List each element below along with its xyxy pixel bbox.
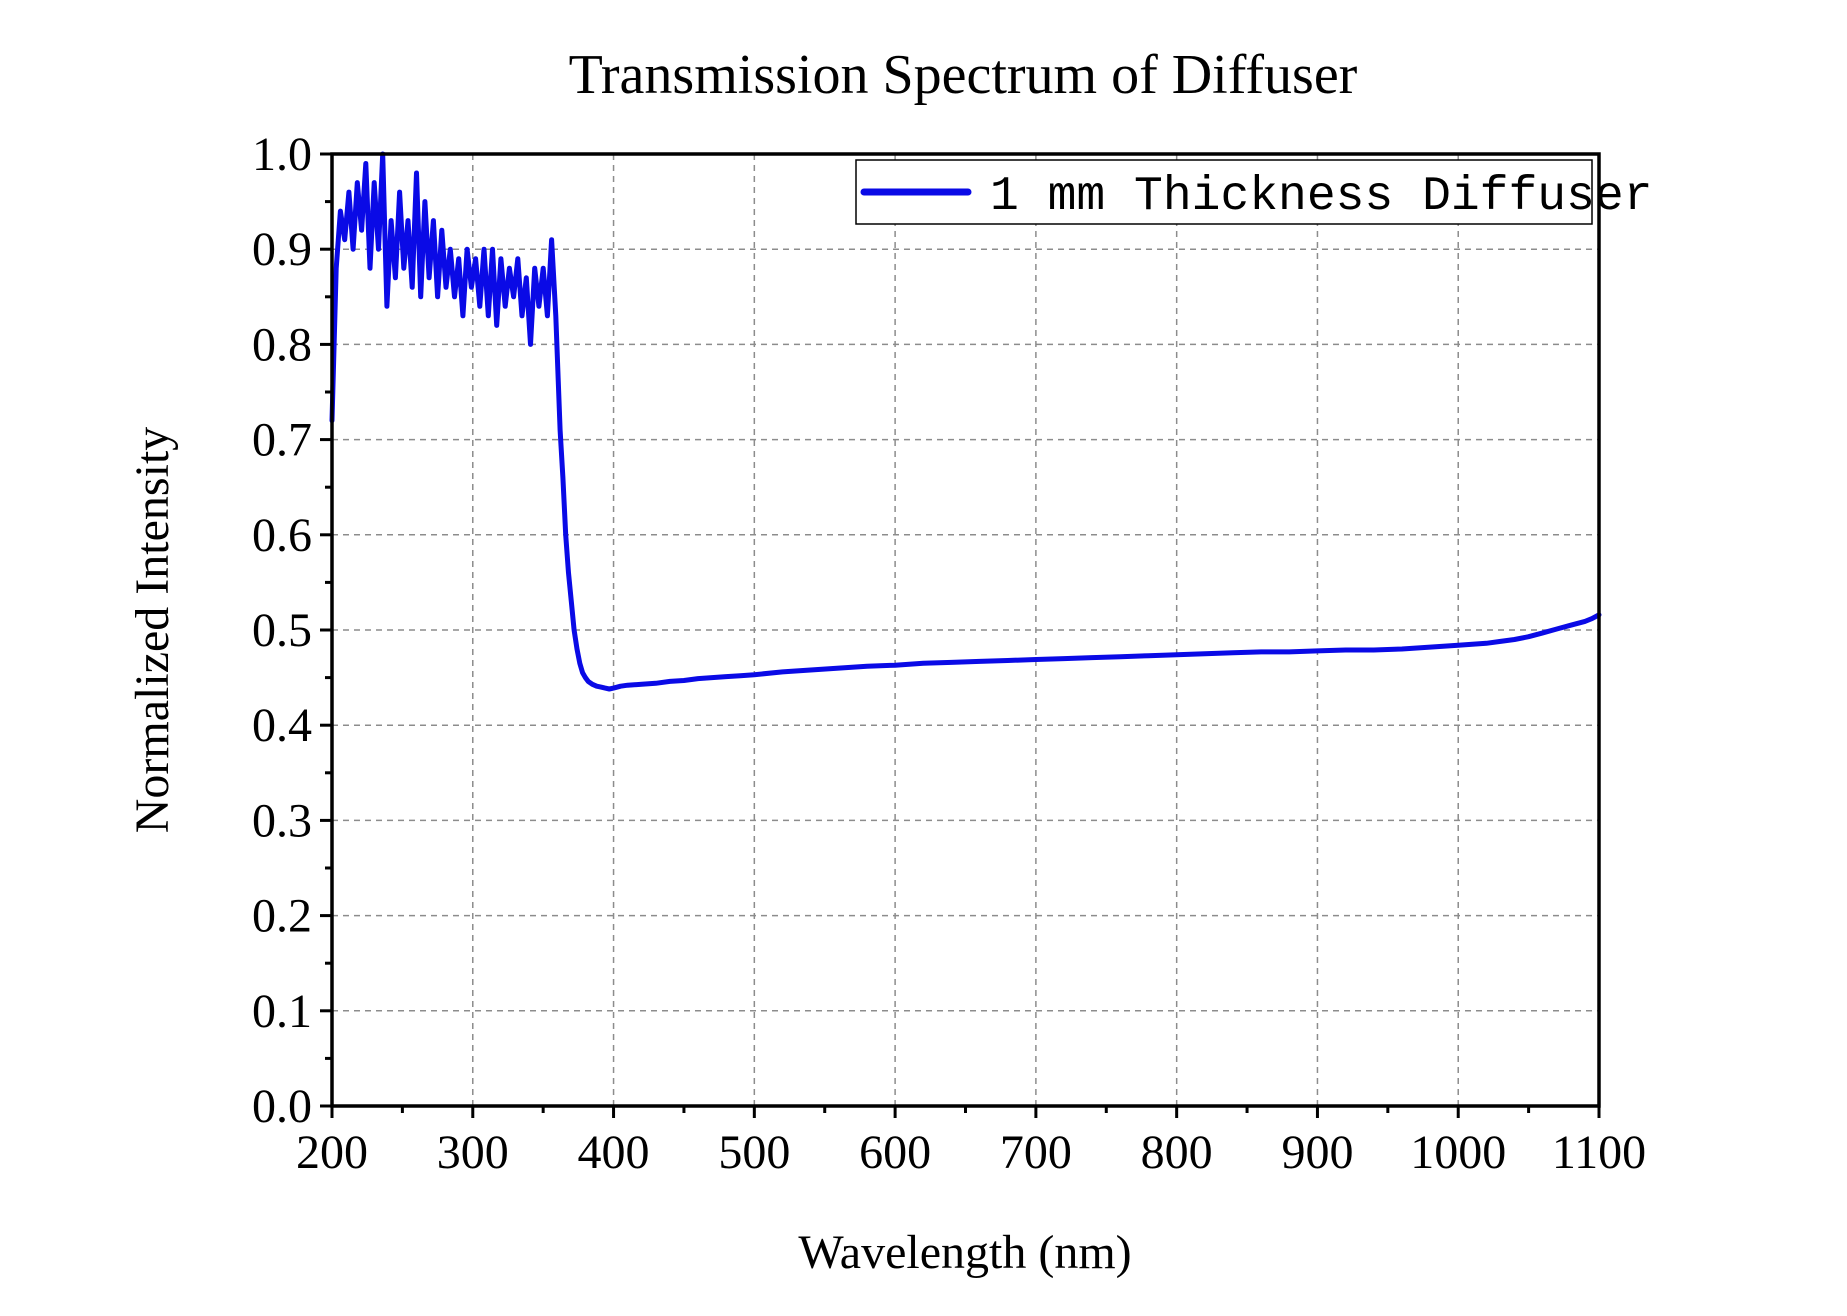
x-tick-label: 1000 [1410, 1126, 1506, 1179]
y-tick-label: 0.7 [252, 414, 312, 467]
x-tick-label: 800 [1141, 1126, 1213, 1179]
y-tick-label: 0.5 [252, 604, 312, 657]
x-tick-label: 600 [859, 1126, 931, 1179]
y-tick-label: 0.9 [252, 223, 312, 276]
y-tick-label: 1.0 [252, 128, 312, 181]
legend-box [855, 159, 1593, 225]
y-tick-label: 0.3 [252, 794, 312, 847]
axis-ticks [320, 152, 1601, 1118]
x-tick-label: 300 [437, 1126, 509, 1179]
x-tick-labels: 200 300 400 500 600 700 800 900 1000 1100 [296, 1126, 1646, 1179]
x-tick-label: 700 [1000, 1126, 1072, 1179]
y-tick-label: 0.8 [252, 318, 312, 371]
x-tick-label: 400 [578, 1126, 650, 1179]
y-tick-label: 0.4 [252, 699, 312, 752]
legend-label: 1 mm Thickness Diffuser [990, 170, 1653, 224]
x-tick-label: 500 [718, 1126, 790, 1179]
x-axis-label: Wavelength (nm) [798, 1226, 1131, 1279]
y-tick-labels: 0.0 0.1 0.2 0.3 0.4 0.5 0.6 0.7 0.8 0.9 1.0 [252, 128, 312, 1133]
series-line [329, 151, 1602, 692]
y-axis-label: Normalized Intensity [126, 427, 179, 834]
y-tick-label: 0.6 [252, 509, 312, 562]
y-tick-label: 0.1 [252, 985, 312, 1038]
series-layer [329, 151, 1602, 692]
x-tick-label: 900 [1281, 1126, 1353, 1179]
y-tick-label: 0.0 [252, 1080, 312, 1133]
grid-lines [332, 154, 1599, 1106]
x-tick-label: 200 [296, 1126, 368, 1179]
chart-title: Transmission Spectrum of Diffuser [569, 44, 1358, 106]
x-tick-label: 1100 [1552, 1126, 1646, 1179]
legend: 1 mm Thickness Diffuser [855, 159, 1653, 225]
y-tick-label: 0.2 [252, 890, 312, 943]
